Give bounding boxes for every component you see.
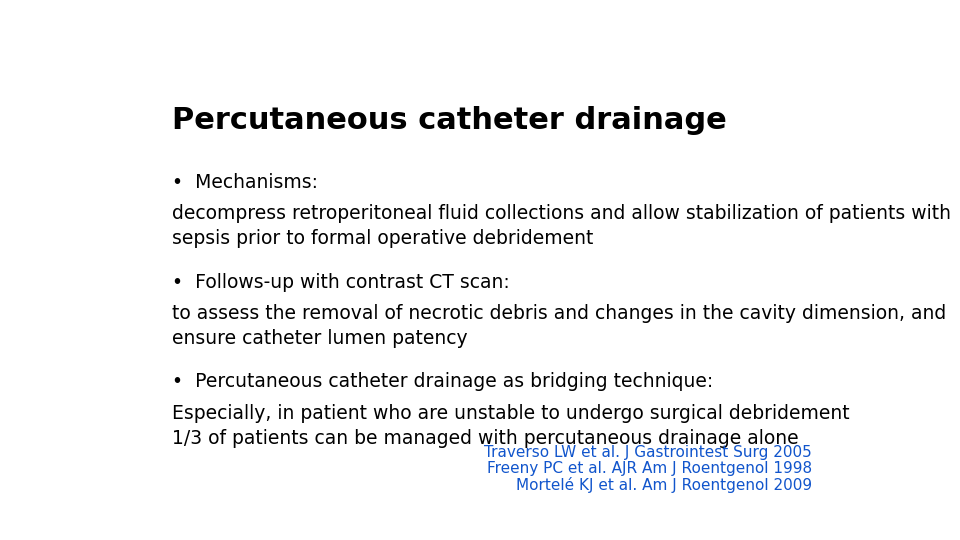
Text: •  Mechanisms:: • Mechanisms: xyxy=(172,173,318,192)
Text: Freeny PC et al. AJR Am J Roentgenol 1998: Freeny PC et al. AJR Am J Roentgenol 199… xyxy=(487,461,812,476)
Text: Percutaneous catheter drainage: Percutaneous catheter drainage xyxy=(172,106,727,136)
Text: decompress retroperitoneal fluid collections and allow stabilization of patients: decompress retroperitoneal fluid collect… xyxy=(172,204,951,248)
Text: Especially, in patient who are unstable to undergo surgical debridement
1/3 of p: Especially, in patient who are unstable … xyxy=(172,404,850,448)
Text: to assess the removal of necrotic debris and changes in the cavity dimension, an: to assess the removal of necrotic debris… xyxy=(172,304,947,348)
Text: Traverso LW et al. J Gastrointest Surg 2005: Traverso LW et al. J Gastrointest Surg 2… xyxy=(484,446,812,460)
Text: Mortelé KJ et al. Am J Roentgenol 2009: Mortelé KJ et al. Am J Roentgenol 2009 xyxy=(516,477,812,493)
Text: •  Percutaneous catheter drainage as bridging technique:: • Percutaneous catheter drainage as brid… xyxy=(172,373,713,392)
Text: •  Follows-up with contrast CT scan:: • Follows-up with contrast CT scan: xyxy=(172,273,510,292)
